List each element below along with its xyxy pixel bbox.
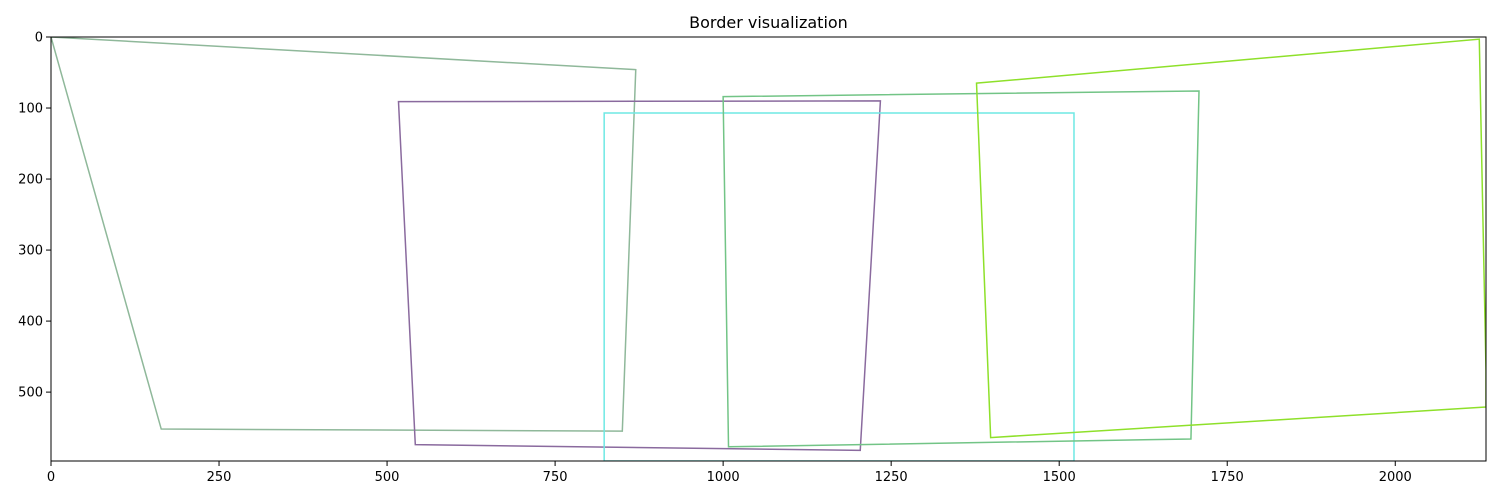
y-tick-label: 300: [18, 244, 43, 259]
border-polygon-3: [603, 112, 1075, 461]
x-tick-label: 1250: [875, 470, 908, 485]
x-axis: 0 250 500 750 1000 1250 1500 1750 2000: [47, 461, 1412, 485]
border-polygon-5: [975, 38, 1486, 439]
x-tick-label: 500: [375, 470, 400, 485]
x-tick-label: 1500: [1043, 470, 1076, 485]
x-tick-label: 0: [47, 470, 55, 485]
y-tick-label: 400: [18, 315, 43, 330]
border-polygon-2: [397, 100, 882, 452]
border-polygon-1: [51, 37, 637, 432]
y-tick-label: 100: [18, 102, 43, 117]
y-axis: 0 100 200 300 400 500: [18, 31, 51, 401]
x-tick-label: 1000: [707, 470, 740, 485]
y-tick-label: 0: [35, 31, 43, 46]
chart-title: Border visualization: [689, 13, 848, 32]
border-polygon-4: [722, 90, 1200, 448]
x-tick-label: 2000: [1379, 470, 1412, 485]
x-tick-label: 1750: [1211, 470, 1244, 485]
y-tick-label: 500: [18, 386, 43, 401]
polygons-layer: [51, 37, 1486, 461]
x-tick-label: 250: [207, 470, 232, 485]
y-tick-label: 200: [18, 173, 43, 188]
x-tick-label: 750: [543, 470, 568, 485]
plot-frame: [50, 36, 1487, 462]
